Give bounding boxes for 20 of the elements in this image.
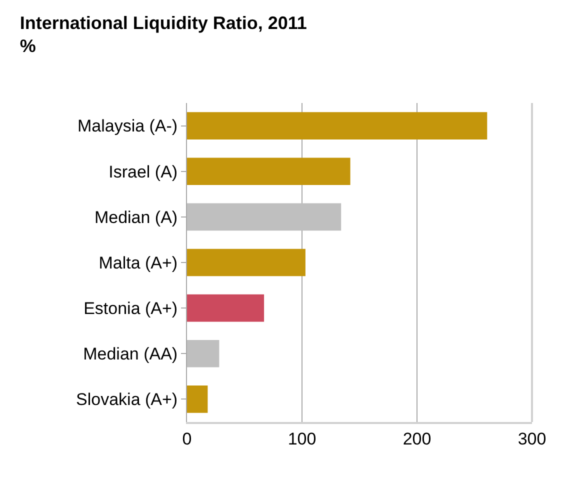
- x-tick-label: 200: [402, 429, 432, 448]
- y-tick-label: Median (A): [94, 208, 178, 227]
- y-tick-label: Median (AA): [83, 344, 178, 364]
- x-tick-label: 300: [518, 429, 546, 448]
- bar: [187, 203, 342, 231]
- bar: [187, 386, 208, 413]
- y-tick-label: Estonia (A+): [84, 299, 178, 318]
- bar: [187, 112, 488, 140]
- y-tick-label: Malaysia (A-): [77, 116, 178, 136]
- y-tick-label: Slovakia (A+): [76, 390, 178, 410]
- x-tick-label: 0: [182, 429, 192, 448]
- bar: [187, 340, 220, 368]
- text: %: [20, 36, 36, 56]
- bar: [187, 294, 264, 322]
- y-tick-label: Malta (A+): [98, 253, 178, 272]
- x-tick-label: 100: [288, 429, 316, 448]
- chart-title: International Liquidity Ratio, 2011: [20, 12, 307, 33]
- y-tick-label: Israel (A): [108, 162, 178, 182]
- bar: [187, 248, 306, 276]
- bar: [187, 158, 350, 186]
